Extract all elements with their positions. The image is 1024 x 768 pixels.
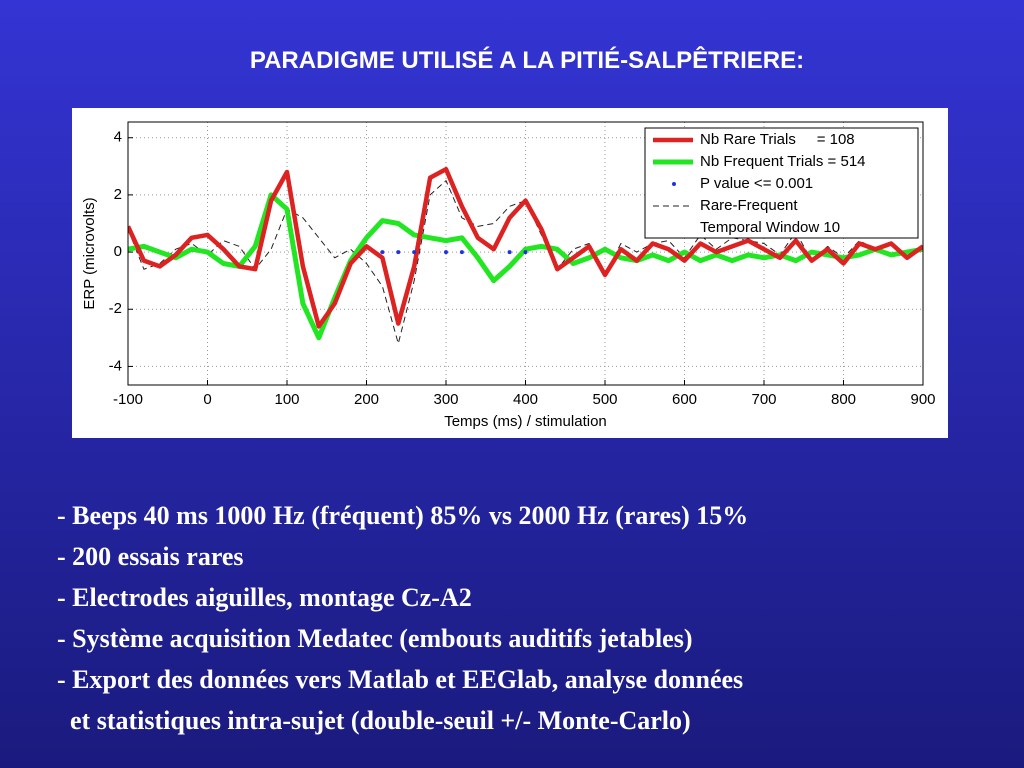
p-value-dot — [412, 250, 417, 255]
p-value-dot — [523, 250, 528, 255]
y-axis-label: ERP (microvolts) — [81, 197, 98, 309]
x-tick-label: 0 — [203, 391, 211, 408]
x-tick-label: -100 — [113, 391, 143, 408]
plot-frame — [127, 121, 924, 386]
chart: -4 -2 0 2 4 -100 0 100 200 300 400 500 600 700 800 900 T… — [81, 121, 936, 430]
p-value-dot — [444, 250, 448, 255]
y-tick-label: -2 — [109, 300, 122, 317]
x-tick-label: 100 — [274, 391, 299, 408]
bullet-line: - 200 essais rares — [57, 542, 244, 571]
x-tick-label: 700 — [751, 391, 776, 408]
p-value-dot — [396, 250, 401, 255]
x-tick-label: 300 — [433, 391, 458, 408]
legend-label: Nb Rare Trials = 108 — [700, 131, 855, 148]
y-tick-label: 0 — [114, 243, 122, 260]
bullet-line: - Export des données vers Matlab et EEGl… — [57, 665, 743, 694]
p-value-dot — [380, 250, 385, 255]
x-tick-label: 400 — [513, 391, 538, 408]
legend-label: P value <= 0.001 — [700, 175, 813, 192]
bullet-line: et statistiques intra-sujet (double-seui… — [57, 706, 691, 735]
bullet-line: - Beeps 40 ms 1000 Hz (fréquent) 85% vs … — [57, 501, 748, 530]
p-value-dot — [507, 250, 512, 255]
series-line — [128, 192, 923, 341]
x-axis-label: Temps (ms) / stimulation — [444, 413, 607, 430]
series-line — [128, 180, 923, 345]
legend-label: Rare-Frequent — [700, 197, 798, 214]
legend-box — [644, 127, 919, 239]
bullets: - Beeps 40 ms 1000 Hz (fréquent) 85% vs … — [57, 501, 748, 735]
x-tick-label: 900 — [910, 391, 935, 408]
series-line — [128, 166, 923, 329]
bullet-line: - Système acquisition Medatec (embouts a… — [57, 624, 693, 653]
x-tick-label: 800 — [831, 391, 856, 408]
y-tick-label: 4 — [114, 129, 122, 146]
legend-note: Temporal Window 10 — [700, 219, 840, 236]
y-tick-label: -4 — [109, 357, 122, 374]
p-value-dot — [459, 250, 464, 255]
y-tick-label: 2 — [114, 186, 122, 203]
x-tick-label: 200 — [354, 391, 379, 408]
x-tick-label: 500 — [592, 391, 617, 408]
bullet-line: - Electrodes aiguilles, montage Cz-A2 — [57, 583, 472, 612]
legend-label: Nb Frequent Trials = 514 — [700, 153, 866, 170]
slide-title: PARADIGME UTILISÉ A LA PITIÉ-SALPÊTRIERE… — [250, 46, 804, 74]
x-tick-label: 600 — [672, 391, 697, 408]
legend-swatch — [672, 182, 676, 186]
